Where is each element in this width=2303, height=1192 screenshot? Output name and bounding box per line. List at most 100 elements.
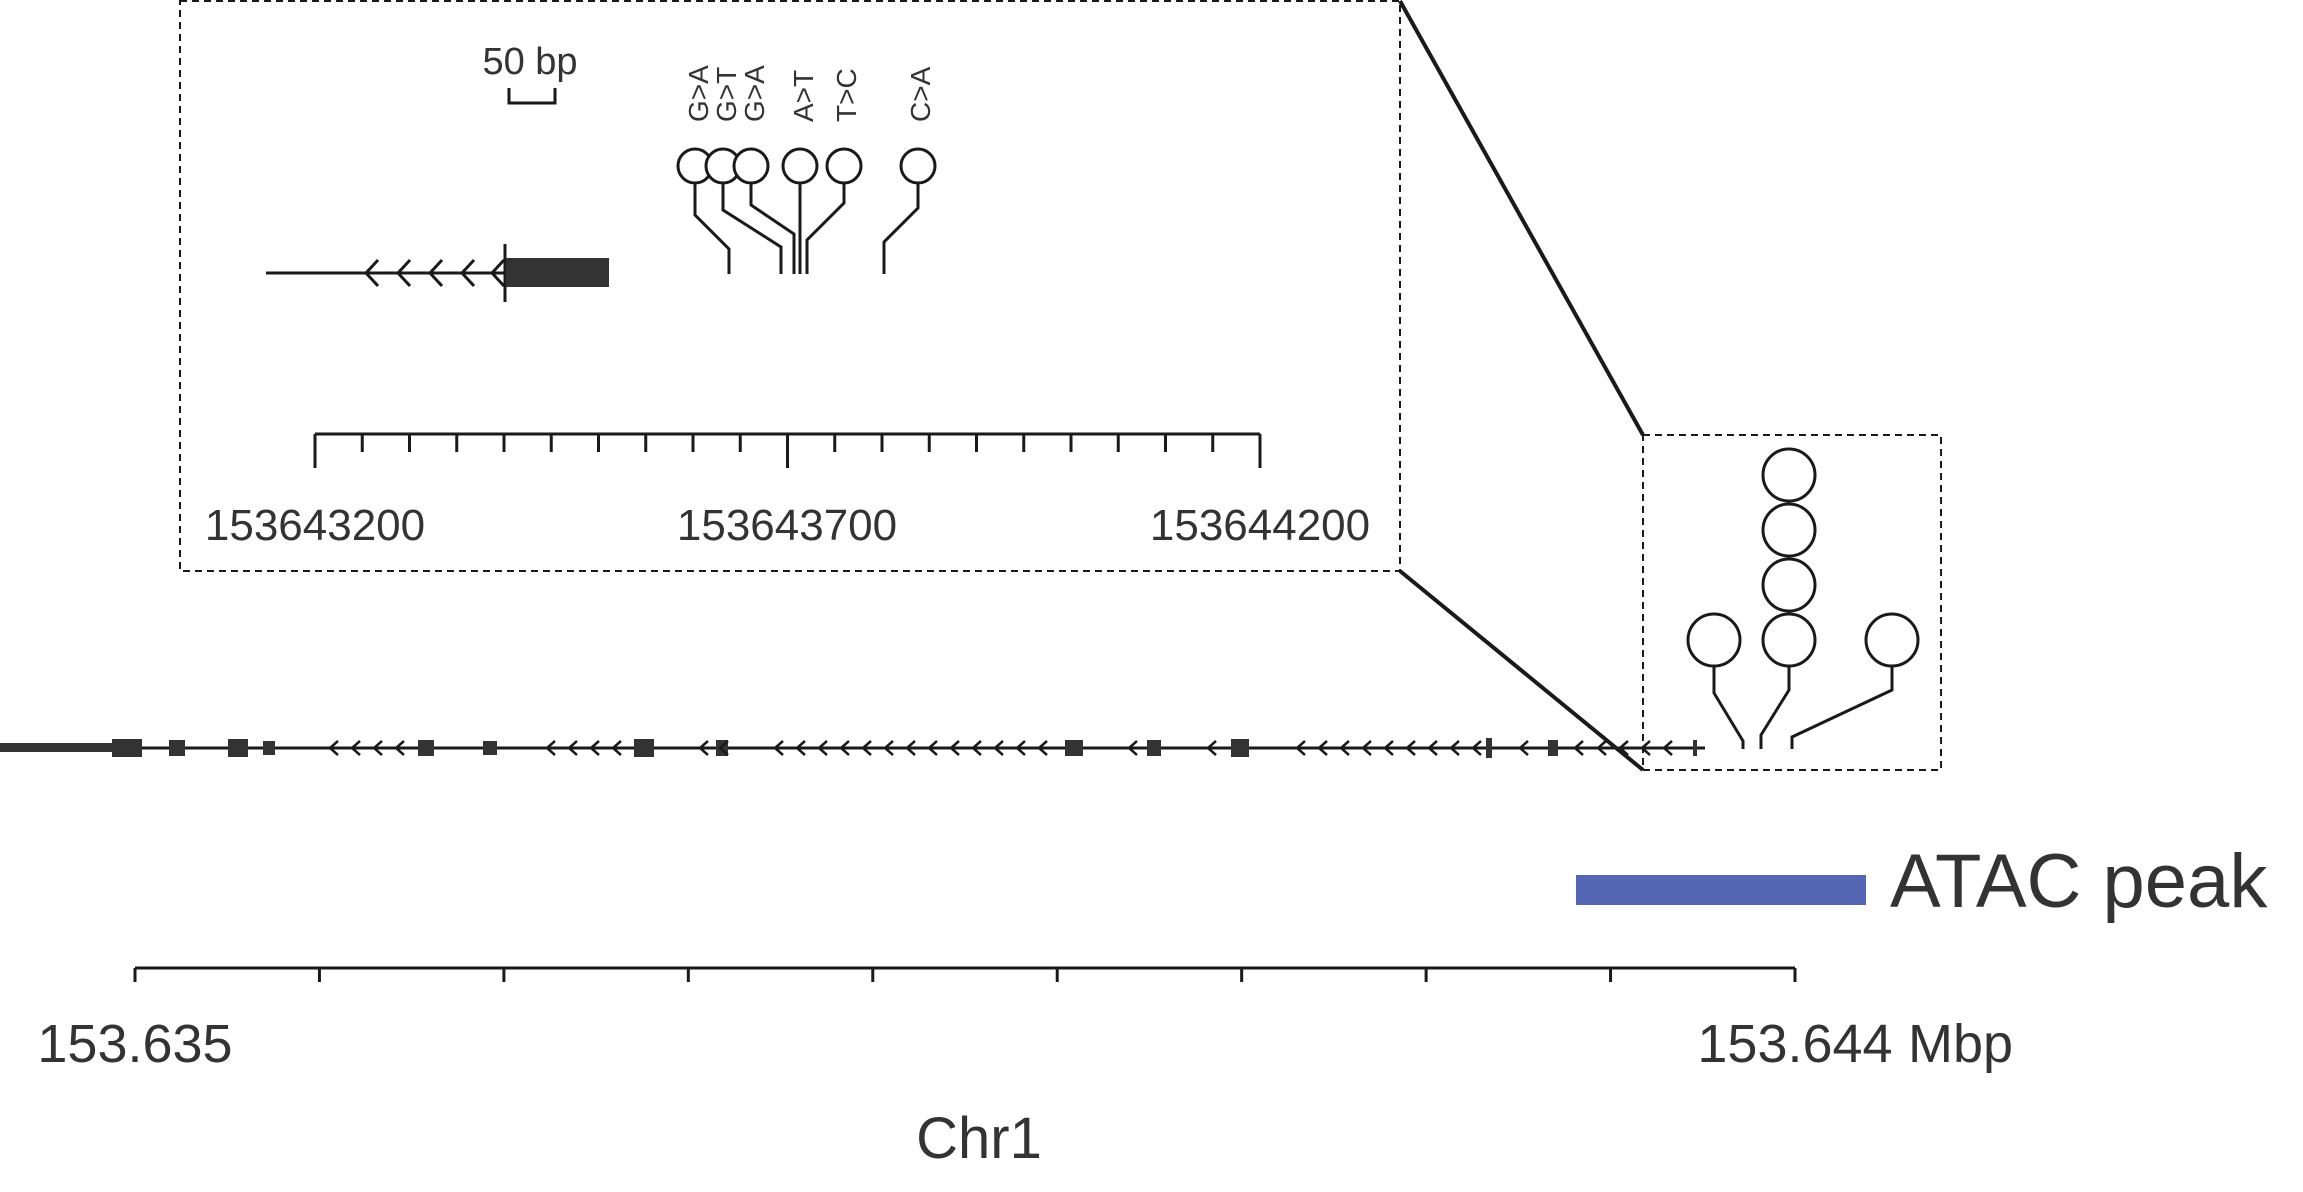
strand-arrow — [1015, 740, 1026, 756]
scale-bar-label: 50 bp — [482, 41, 577, 83]
strand-arrow — [905, 740, 916, 756]
inset-axis-label-mid: 153643700 — [677, 501, 897, 550]
strand-arrow — [795, 740, 806, 756]
mutation-circle — [899, 147, 937, 185]
mutation-stem — [882, 183, 920, 274]
strand-arrow — [1618, 740, 1629, 756]
gene-track — [0, 738, 1705, 758]
cluster-circle — [1761, 557, 1817, 613]
cluster-circle — [1761, 447, 1817, 503]
gene-exon — [1548, 740, 1558, 756]
inset-mutations: G>A G>T G>A A>T T>C C>A — [676, 65, 937, 274]
strand-arrow — [1339, 740, 1350, 756]
strand-arrow — [1471, 740, 1482, 756]
main-axis: 153.635 153.644 Mbp Chr1 — [37, 966, 2013, 1171]
strand-arrow — [350, 740, 361, 756]
inset-axis-ticks — [313, 434, 1262, 468]
strand-arrow — [698, 740, 709, 756]
strand-arrow — [363, 258, 380, 288]
strand-arrow — [927, 740, 938, 756]
inset-exon — [506, 258, 609, 287]
strand-arrow — [883, 740, 894, 756]
mutation-circle — [825, 147, 863, 185]
mutation-stem — [721, 183, 783, 274]
strand-arrow — [1596, 740, 1607, 756]
gene-exon — [1065, 740, 1083, 756]
gene-exon — [1147, 740, 1161, 756]
strand-arrow — [567, 740, 578, 756]
gene-exon — [418, 740, 434, 756]
mutation-label: T>C — [831, 68, 862, 122]
strand-arrow — [773, 740, 784, 756]
strand-arrow — [427, 258, 444, 288]
mutation-label: G>T — [711, 67, 742, 122]
strand-arrow — [861, 740, 872, 756]
region-frame — [1642, 434, 1942, 771]
atac-peak-bar — [1576, 875, 1866, 905]
zoom-connector-bottom — [1398, 569, 1645, 772]
strand-arrow — [372, 740, 383, 756]
strand-arrow — [1127, 740, 1138, 756]
gene-exons — [112, 738, 1697, 758]
gene-exon — [112, 739, 142, 757]
gene-exon — [634, 739, 654, 757]
cluster-circle — [1686, 612, 1742, 668]
zoom-inset: 50 bp G>A G>T G>A A>T T>C C>A — [179, 0, 1401, 572]
strand-arrow — [545, 740, 556, 756]
strand-arrow — [1317, 740, 1328, 756]
strand-arrow — [1361, 740, 1372, 756]
main-axis-ticks — [133, 968, 1797, 982]
scale-bar — [507, 88, 557, 105]
cluster-circle — [1761, 612, 1817, 668]
strand-arrow — [993, 740, 1004, 756]
strand-arrow — [1383, 740, 1394, 756]
gene-exon — [1693, 740, 1697, 756]
cluster-stem-right — [1790, 666, 1894, 749]
mutation-label: C>A — [905, 66, 936, 122]
strand-arrow — [1405, 740, 1416, 756]
mutation-label: A>T — [788, 70, 819, 122]
strand-arrow — [395, 258, 412, 288]
gene-exon — [1486, 738, 1492, 758]
strand-arrow — [394, 740, 405, 756]
strand-arrow — [839, 740, 850, 756]
mutation-stem — [805, 183, 846, 274]
mutation-label: G>A — [739, 65, 770, 122]
gene-exon — [228, 739, 248, 757]
cluster-stem-center — [1759, 666, 1791, 749]
gene-exon — [169, 740, 185, 756]
main-axis-label-start: 153.635 — [37, 1014, 232, 1074]
inset-axis-label-end: 153644200 — [1150, 501, 1370, 550]
inset-gene-model — [266, 244, 609, 302]
main-axis-label-end: 153.644 — [1697, 1014, 1892, 1074]
inset-frame — [179, 0, 1401, 572]
mutation-stem — [693, 183, 731, 274]
gene-exon — [483, 741, 497, 755]
mutation-stem — [749, 183, 796, 274]
strand-arrow — [1206, 740, 1217, 756]
strand-arrow — [589, 740, 600, 756]
strand-arrow — [459, 258, 476, 288]
strand-arrow — [328, 740, 339, 756]
main-axis-unit: Mbp — [1908, 1014, 2013, 1074]
strand-arrow — [1640, 740, 1651, 756]
strand-arrow — [611, 740, 622, 756]
zoom-connector-top — [1398, 0, 1645, 436]
mutation-label: G>A — [683, 65, 714, 122]
strand-arrow — [718, 740, 729, 756]
strand-arrow — [817, 740, 828, 756]
inset-axis-label-start: 153643200 — [205, 501, 425, 550]
cluster-circle — [1864, 612, 1920, 668]
strand-arrow — [1449, 740, 1460, 756]
mutation-circle — [732, 147, 770, 185]
strand-arrow — [1518, 740, 1529, 756]
atac-peak-label: ATAC peak — [1890, 839, 2268, 924]
strand-arrow — [1427, 740, 1438, 756]
strand-arrow — [949, 740, 960, 756]
gene-exon — [1231, 739, 1249, 757]
strand-arrow — [1662, 740, 1673, 756]
inset-axis: 153643200 153643700 153644200 — [205, 432, 1370, 550]
gene-strand-arrows — [328, 740, 1673, 756]
mutation-cluster-box — [1642, 434, 1942, 771]
